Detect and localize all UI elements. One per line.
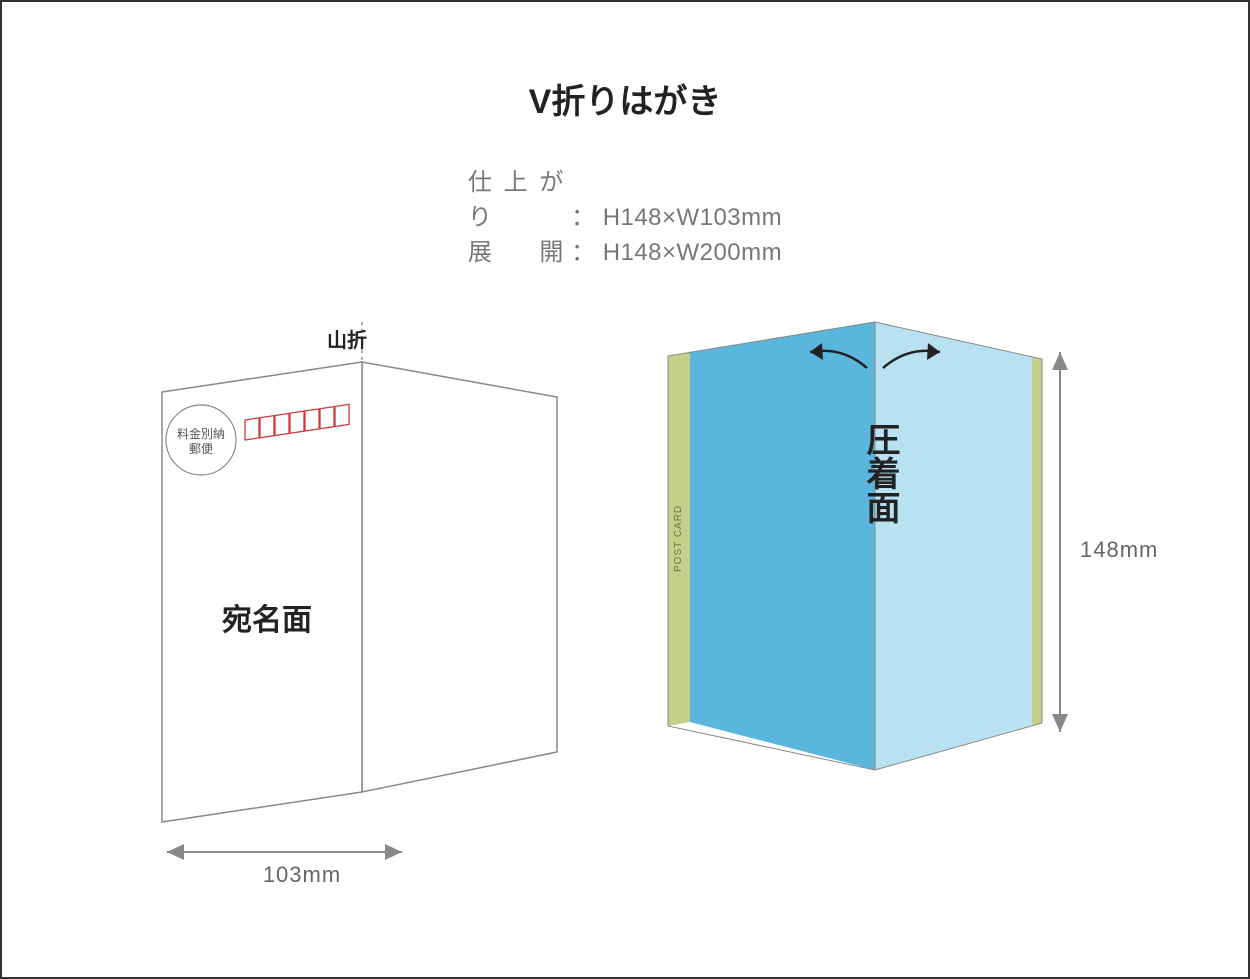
diagram-svg: 山折 宛名面 料金別納 郵便 圧着面 POST CARD 103mm 148mm (2, 2, 1250, 979)
stamp-text-line2: 郵便 (189, 442, 213, 456)
adhesion-side-label: 圧着面 (861, 422, 901, 524)
stamp-text-line1: 料金別納 (177, 426, 225, 441)
right-card-left-face (690, 322, 875, 770)
left-card-back-panel (362, 362, 557, 792)
diagram-frame: V折りはがき 仕上がり ： H148×W103mm 展開 ： H148×W200… (0, 0, 1250, 979)
dim-width-label: 103mm (263, 862, 341, 887)
address-side-label: 宛名面 (221, 603, 312, 637)
dim-height-head-top (1052, 352, 1068, 370)
dim-height-head-bottom (1052, 714, 1068, 732)
right-card-right-edge (1032, 357, 1042, 725)
postcard-edge-label: POST CARD (673, 505, 684, 572)
dim-height-label: 148mm (1080, 537, 1158, 562)
dim-width-head-left (167, 844, 184, 860)
right-card-right-face (875, 322, 1032, 770)
fold-label: 山折 (327, 328, 367, 352)
dim-width-head-right (385, 844, 402, 860)
